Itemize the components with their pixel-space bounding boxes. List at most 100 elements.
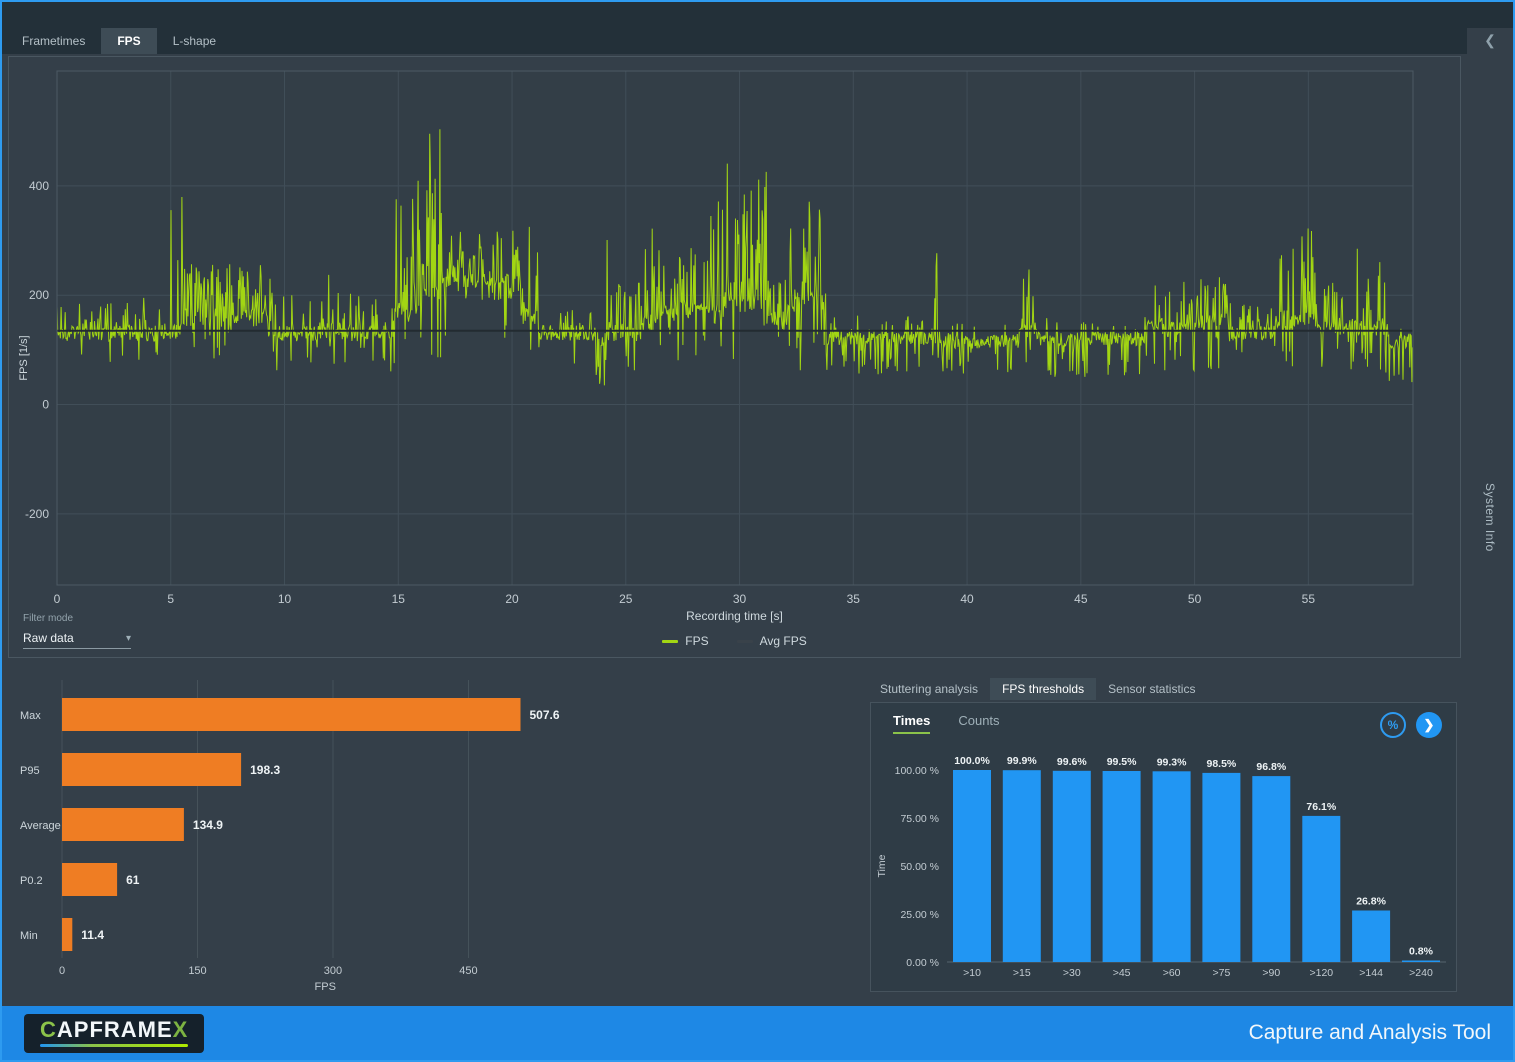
svg-text:>240: >240 <box>1409 967 1433 979</box>
tab-frametimes[interactable]: Frametimes <box>22 34 86 48</box>
svg-text:0: 0 <box>59 965 65 977</box>
svg-text:100.00 %: 100.00 % <box>895 765 939 777</box>
svg-text:100.0%: 100.0% <box>954 755 990 767</box>
content-area: Frametimes FPS L-shape 0 5 10 15 20 25 30 35 40 4… <box>2 28 1513 1006</box>
fps-thresholds-bar-chart: Time 100.00 % 75.00 % 50.00 % 25.00 % 0.00 % 1… <box>876 755 1446 979</box>
svg-text:0.00 %: 0.00 % <box>906 957 939 969</box>
svg-text:5: 5 <box>167 592 174 606</box>
svg-text:99.9%: 99.9% <box>1007 755 1037 767</box>
legend-label-avg-fps: Avg FPS <box>759 634 807 648</box>
tab-counts[interactable]: Counts <box>958 713 1000 728</box>
svg-text:0: 0 <box>54 592 61 606</box>
svg-text:55: 55 <box>1302 592 1316 606</box>
svg-text:0: 0 <box>42 398 49 412</box>
svg-text:P0.2: P0.2 <box>20 875 43 887</box>
svg-text:25.00 %: 25.00 % <box>900 909 939 921</box>
logo-mid: APFRAME <box>56 1016 173 1042</box>
svg-text:96.8%: 96.8% <box>1256 761 1286 773</box>
svg-text:198.3: 198.3 <box>250 763 280 777</box>
tab-fps-thresholds[interactable]: FPS thresholds <box>990 678 1097 700</box>
svg-text:75.00 %: 75.00 % <box>900 813 939 825</box>
svg-text:>60: >60 <box>1163 967 1181 979</box>
svg-text:30: 30 <box>733 592 747 606</box>
system-info-vertical-tab[interactable]: System Info <box>1483 483 1497 552</box>
svg-text:26.8%: 26.8% <box>1356 896 1386 908</box>
svg-text:>144: >144 <box>1359 967 1383 979</box>
svg-text:>90: >90 <box>1262 967 1280 979</box>
svg-text:25: 25 <box>619 592 633 606</box>
fps-chart-legend: FPS Avg FPS <box>9 634 1460 648</box>
thresholds-card-tabs: Times Counts <box>871 703 1456 734</box>
svg-text:76.1%: 76.1% <box>1306 801 1336 813</box>
svg-text:11.4: 11.4 <box>81 928 104 942</box>
svg-text:Max: Max <box>20 710 41 722</box>
fps-thresholds-card: Times Counts % ❯ Time 100.00 % 75.00 % 50.0… <box>870 702 1457 992</box>
svg-text:61: 61 <box>126 873 140 887</box>
tab-sensor-statistics[interactable]: Sensor statistics <box>1108 682 1196 696</box>
logo-letter-x: X <box>172 1016 189 1042</box>
filter-mode-label: Filter mode <box>23 613 74 624</box>
filter-mode-group: Filter mode Raw data ▾ <box>23 613 131 649</box>
svg-text:15: 15 <box>392 592 406 606</box>
tab-l-shape[interactable]: L-shape <box>172 34 217 48</box>
svg-text:507.6: 507.6 <box>530 708 560 722</box>
svg-text:150: 150 <box>188 965 206 977</box>
tab-times[interactable]: Times <box>893 713 931 734</box>
svg-text:50: 50 <box>1188 592 1202 606</box>
legend-item-fps: FPS <box>662 634 709 648</box>
svg-text:>30: >30 <box>1063 967 1081 979</box>
svg-text:Average: Average <box>20 820 61 832</box>
svg-text:>15: >15 <box>1013 967 1031 979</box>
filter-mode-value: Raw data <box>23 631 74 645</box>
legend-item-avg-fps: Avg FPS <box>736 634 807 648</box>
svg-text:-200: -200 <box>25 507 49 521</box>
thresholds-card-buttons: % ❯ <box>1380 712 1442 738</box>
filter-mode-dropdown[interactable]: Raw data ▾ <box>23 631 131 649</box>
collapse-panel-icon[interactable]: ❮ <box>1484 32 1496 48</box>
tab-fps[interactable]: FPS <box>101 28 157 54</box>
svg-text:99.3%: 99.3% <box>1157 756 1187 768</box>
svg-text:400: 400 <box>29 179 49 193</box>
capframex-logo: CAPFRAMEX <box>24 1013 205 1053</box>
fps-statistics-bar-chart: 0 150 300 450 Max 507.6 P95 198.3 Average 134.9 P0… <box>20 680 560 993</box>
svg-text:P95: P95 <box>20 765 40 777</box>
svg-text:20: 20 <box>505 592 519 606</box>
chart-tab-bar: Frametimes FPS L-shape <box>2 28 1467 54</box>
svg-text:0.8%: 0.8% <box>1409 946 1434 958</box>
percent-toggle-button[interactable]: % <box>1380 712 1406 738</box>
svg-text:99.6%: 99.6% <box>1057 756 1087 768</box>
svg-text:40: 40 <box>960 592 974 606</box>
svg-text:45: 45 <box>1074 592 1088 606</box>
fps-chart-panel: 0 5 10 15 20 25 30 35 40 45 50 55 400 200 0 -200 FPS [1… <box>8 56 1461 658</box>
svg-text:450: 450 <box>459 965 477 977</box>
svg-text:200: 200 <box>29 288 49 302</box>
svg-text:35: 35 <box>847 592 861 606</box>
fps-line-chart: 0 5 10 15 20 25 30 35 40 45 50 55 400 200 0 -200 <box>25 70 1414 606</box>
svg-text:99.5%: 99.5% <box>1107 756 1137 768</box>
fps-x-axis-title: Recording time [s] <box>686 609 783 623</box>
fps-statistics-panel: 0 150 300 450 Max 507.6 P95 198.3 Average 134.9 P0… <box>2 662 868 1002</box>
svg-text:300: 300 <box>324 965 342 977</box>
main-column: Frametimes FPS L-shape 0 5 10 15 20 25 30 35 40 4… <box>2 28 1467 1006</box>
footer-title: Capture and Analysis Tool <box>1248 1021 1491 1044</box>
legend-label-fps: FPS <box>685 634 709 648</box>
svg-text:10: 10 <box>278 592 292 606</box>
fps-series-swatch <box>662 639 679 643</box>
svg-text:134.9: 134.9 <box>193 818 223 832</box>
analysis-panel: Stuttering analysis FPS thresholds Senso… <box>868 662 1467 1002</box>
title-bar <box>2 2 1513 28</box>
tab-stuttering-analysis[interactable]: Stuttering analysis <box>880 682 979 696</box>
svg-text:98.5%: 98.5% <box>1207 758 1237 770</box>
svg-text:Min: Min <box>20 930 38 942</box>
svg-text:FPS: FPS <box>315 981 336 993</box>
logo-letter-c: C <box>40 1016 57 1042</box>
footer-bar: CAPFRAMEX Capture and Analysis Tool <box>2 1006 1513 1060</box>
avg-fps-series-swatch <box>736 639 753 643</box>
expand-button[interactable]: ❯ <box>1416 712 1442 738</box>
svg-text:50.00 %: 50.00 % <box>900 861 939 873</box>
fps-y-axis-title: FPS [1/s] <box>18 335 30 381</box>
svg-text:>10: >10 <box>963 967 981 979</box>
svg-text:Time: Time <box>876 854 888 877</box>
chevron-down-icon: ▾ <box>125 632 131 644</box>
